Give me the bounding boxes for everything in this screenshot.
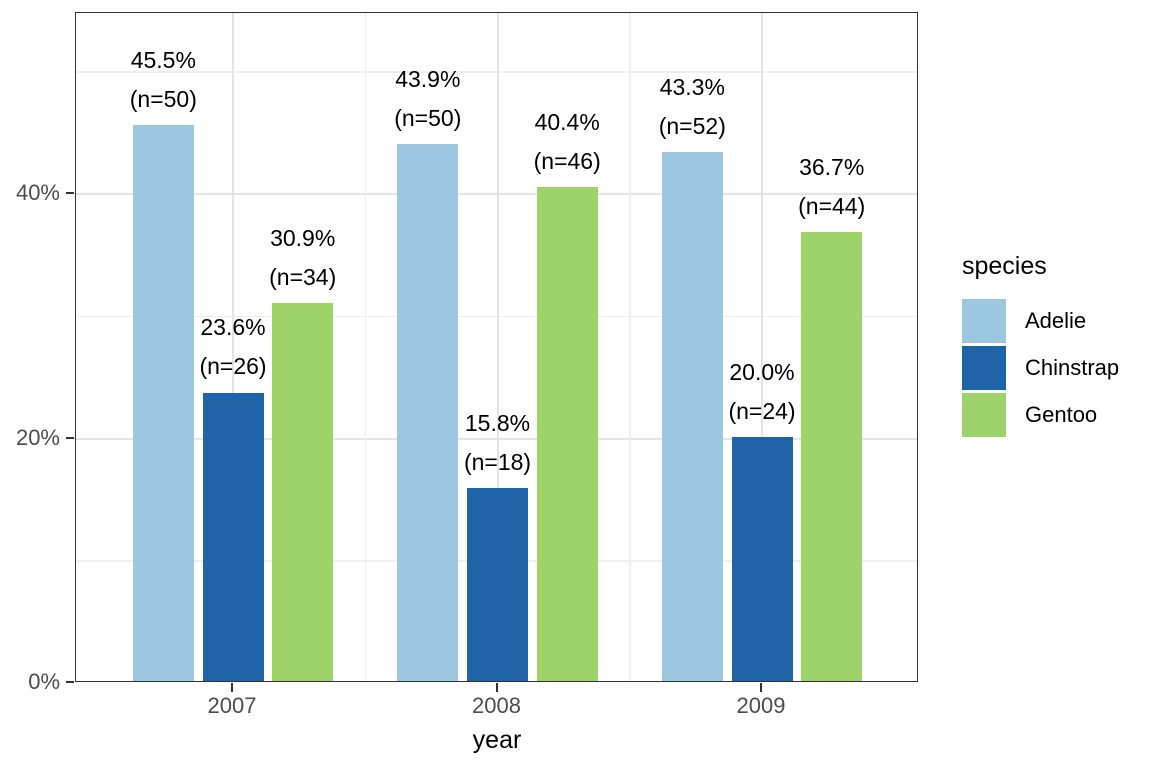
- bar-label-percent: 23.6%: [200, 314, 266, 341]
- plot-panel: 45.5% (n=50) 23.6% (n=26) 30.9% (n=34) 43.9% (n…: [75, 12, 918, 682]
- bar-label-percent: 45.5%: [130, 46, 196, 73]
- legend-label-chinstrap: Chinstrap: [1025, 355, 1120, 380]
- bar-label-gentoo-2009: 36.7% (n=44): [742, 148, 922, 226]
- x-axis-tick-label: 2009: [736, 693, 786, 718]
- gridline-vertical-major: [232, 13, 234, 681]
- bar-label-chinstrap-2007: 23.6% (n=26): [143, 308, 323, 386]
- legend-items: Adelie Chinstrap Gentoo: [958, 299, 1152, 437]
- bar-gentoo-2009: [801, 232, 863, 681]
- gridline-vertical-major: [496, 13, 499, 681]
- bar-label-percent: 40.4%: [534, 109, 600, 136]
- y-axis-tick: [66, 681, 74, 683]
- bar-label-adelie-2007: 45.5% (n=50): [73, 41, 253, 119]
- bar-label-adelie-2008: 43.9% (n=50): [338, 60, 518, 138]
- bar-gentoo-2008: [536, 187, 598, 681]
- legend-swatch-adelie: [962, 299, 1006, 343]
- x-axis-tick: [231, 683, 233, 692]
- bar-label-count: (n=44): [798, 193, 866, 220]
- bar-labels-layer: 45.5% (n=50) 23.6% (n=26) 30.9% (n=34) 43.9% (n…: [76, 13, 917, 681]
- bar-label-percent: 43.9%: [395, 66, 461, 93]
- bar-label-gentoo-2007: 30.9% (n=34): [213, 219, 393, 297]
- legend-label-gentoo: Gentoo: [1025, 402, 1098, 427]
- legend-swatch-gentoo: [962, 393, 1006, 437]
- y-axis-tick: [66, 436, 74, 439]
- bars-layer: [76, 13, 917, 681]
- legend-title: species: [962, 252, 1047, 280]
- gridline-vertical-major: [761, 13, 763, 681]
- bar-label-count: (n=52): [658, 112, 726, 139]
- legend-item-chinstrap: Chinstrap: [962, 346, 1152, 390]
- y-axis-tick-label: 40%: [15, 180, 60, 205]
- bar-label-chinstrap-2009: 20.0% (n=24): [672, 353, 852, 431]
- bar-adelie-2008: [397, 144, 459, 681]
- bar-label-adelie-2009: 43.3% (n=52): [602, 68, 782, 146]
- bar-adelie-2007: [132, 124, 194, 681]
- x-axis-tick-label: 2008: [472, 693, 521, 718]
- x-axis-tick-label: 2007: [207, 693, 257, 718]
- bar-label-count: (n=26): [199, 353, 267, 380]
- bar-chinstrap-2009: [731, 436, 793, 681]
- bar-label-chinstrap-2008: 15.8% (n=18): [408, 404, 588, 482]
- bar-label-count: (n=24): [728, 397, 796, 424]
- legend-item-adelie: Adelie: [962, 299, 1152, 343]
- x-axis-title: year: [472, 726, 522, 754]
- legend: species Adelie Chinstrap Gentoo: [958, 252, 1152, 440]
- gridline-vertical-minor: [364, 13, 366, 681]
- y-axis-tick-label: 20%: [15, 424, 60, 450]
- bar-label-count: (n=50): [394, 105, 462, 132]
- bar-label-count: (n=34): [269, 264, 337, 291]
- bar-chinstrap-2007: [202, 392, 264, 681]
- bar-label-count: (n=18): [463, 448, 532, 475]
- bar-label-count: (n=50): [129, 85, 197, 112]
- x-axis-tick: [495, 683, 498, 692]
- bar-label-percent: 20.0%: [729, 358, 795, 385]
- bar-label-percent: 36.7%: [799, 154, 865, 181]
- bar-label-gentoo-2008: 40.4% (n=46): [477, 103, 657, 181]
- legend-label-adelie: Adelie: [1025, 308, 1087, 333]
- x-axis-tick: [760, 683, 762, 692]
- y-axis-tick-label: 0%: [28, 669, 60, 694]
- bar-label-percent: 43.3%: [659, 73, 725, 100]
- bar-label-percent: 15.8%: [464, 409, 531, 436]
- y-axis-tick: [66, 192, 74, 194]
- bar-label-percent: 30.9%: [270, 225, 336, 252]
- bar-label-count: (n=46): [533, 148, 601, 175]
- bar-chinstrap-2008: [467, 487, 528, 681]
- bar-gentoo-2007: [272, 303, 334, 681]
- gridline-vertical-minor: [629, 13, 631, 681]
- legend-swatch-chinstrap: [962, 346, 1006, 390]
- legend-item-gentoo: Gentoo: [962, 393, 1152, 437]
- bar-adelie-2009: [661, 151, 723, 681]
